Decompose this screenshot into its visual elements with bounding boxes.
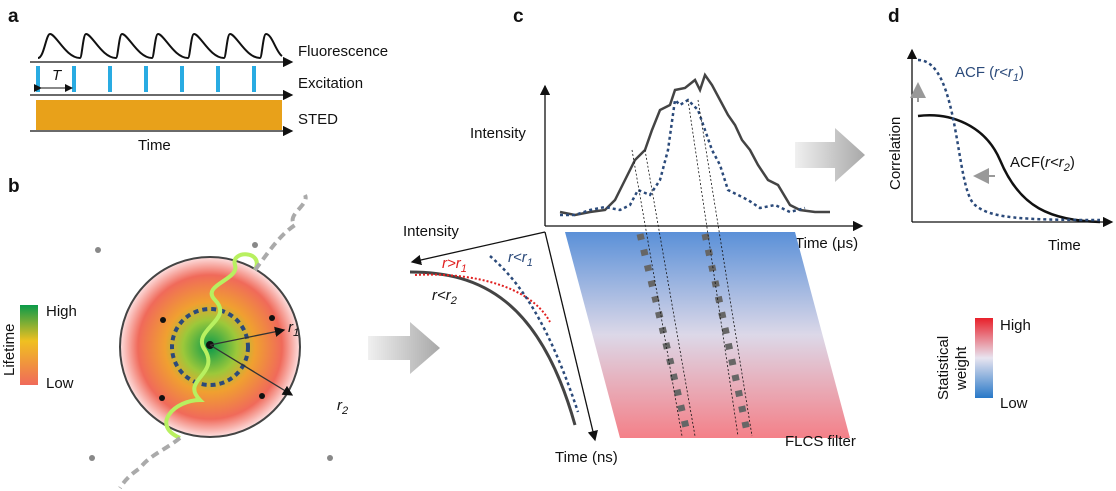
panel-label: a (8, 6, 19, 27)
axis (544, 231, 598, 442)
label-main: r<r (994, 64, 1014, 81)
fluorescence-trace (37, 32, 283, 60)
guide-lines (631, 99, 753, 437)
label-main: r<r (508, 249, 528, 266)
panel-label: b (8, 176, 20, 197)
label-main: r<r (432, 287, 452, 304)
panel-label: d (888, 6, 900, 27)
label: Fluorescence (298, 43, 388, 60)
decay-curve (414, 273, 551, 323)
r2-arrow (209, 344, 294, 396)
axis-label: Time (138, 137, 171, 154)
r1-arrow (209, 326, 286, 346)
colorbar (975, 318, 993, 398)
label-sub: 1 (1013, 72, 1019, 84)
decay-curve (409, 270, 577, 426)
diffusion-path-out (253, 194, 308, 272)
label-sub: 2 (341, 405, 348, 417)
label-suffix: ) (1070, 154, 1075, 171)
period-label: T (52, 67, 63, 84)
filter-label: FLCS filter (785, 433, 856, 450)
legend-title: weight (953, 346, 970, 391)
label-suffix: ) (1019, 64, 1024, 81)
sted-pulse (36, 100, 282, 130)
legend-low: Low (46, 375, 74, 392)
decay-curve (489, 255, 580, 413)
intensity-trace (559, 72, 830, 217)
label-sub: 1 (293, 327, 299, 339)
axis-label: Intensity (470, 125, 526, 142)
diffusion-path-in (118, 436, 182, 490)
flow-arrow (795, 128, 865, 182)
diffusion-path (164, 252, 259, 440)
legend-high: High (46, 303, 77, 320)
legend-high: High (1000, 317, 1031, 334)
axis-label: Correlation (887, 117, 904, 190)
label-main: r>r (442, 255, 462, 272)
legend-title: Lifetime (1, 323, 18, 376)
acf-curve (917, 58, 1101, 222)
label-sub: 1 (527, 257, 533, 269)
curve-label: r>r1 (442, 255, 467, 275)
axis (410, 231, 546, 266)
legend-title: Statistical (935, 336, 952, 400)
label-main: r<r (1045, 154, 1065, 171)
label-sub: 2 (1063, 162, 1070, 174)
curve-label: r<r1 (508, 249, 533, 269)
label-main: r (288, 319, 294, 336)
inner-radius (170, 307, 250, 387)
colorbar (20, 305, 38, 385)
r2-label: r2 (337, 397, 348, 417)
curve-label: r<r2 (432, 287, 457, 307)
label-prefix: ACF ( (955, 64, 994, 81)
flcs-filter (565, 232, 850, 438)
axis-label: Time (1048, 237, 1081, 254)
label-sub: 2 (450, 295, 457, 307)
legend-low: Low (1000, 395, 1028, 412)
label-sub: 1 (461, 263, 467, 275)
r1-label: r1 (288, 319, 299, 339)
label: STED (298, 111, 338, 128)
acf-curve (917, 114, 1101, 224)
acf-label: ACF(r<r2) (1010, 154, 1075, 174)
axis-label: Intensity (403, 223, 459, 240)
outer-molecules (89, 242, 333, 461)
label-prefix: ACF( (1010, 154, 1045, 171)
label: Excitation (298, 75, 363, 92)
flow-arrow (368, 322, 440, 374)
filter-stripes (636, 233, 752, 437)
axis-label: Time (ns) (555, 449, 618, 466)
filtered-trace (560, 97, 806, 217)
panel-label: c (513, 6, 524, 27)
excitation-pulses (36, 66, 256, 92)
axis-label: Time (μs) (795, 235, 858, 252)
acf-label: ACF (r<r1) (955, 64, 1024, 84)
label-main: r (337, 397, 343, 414)
